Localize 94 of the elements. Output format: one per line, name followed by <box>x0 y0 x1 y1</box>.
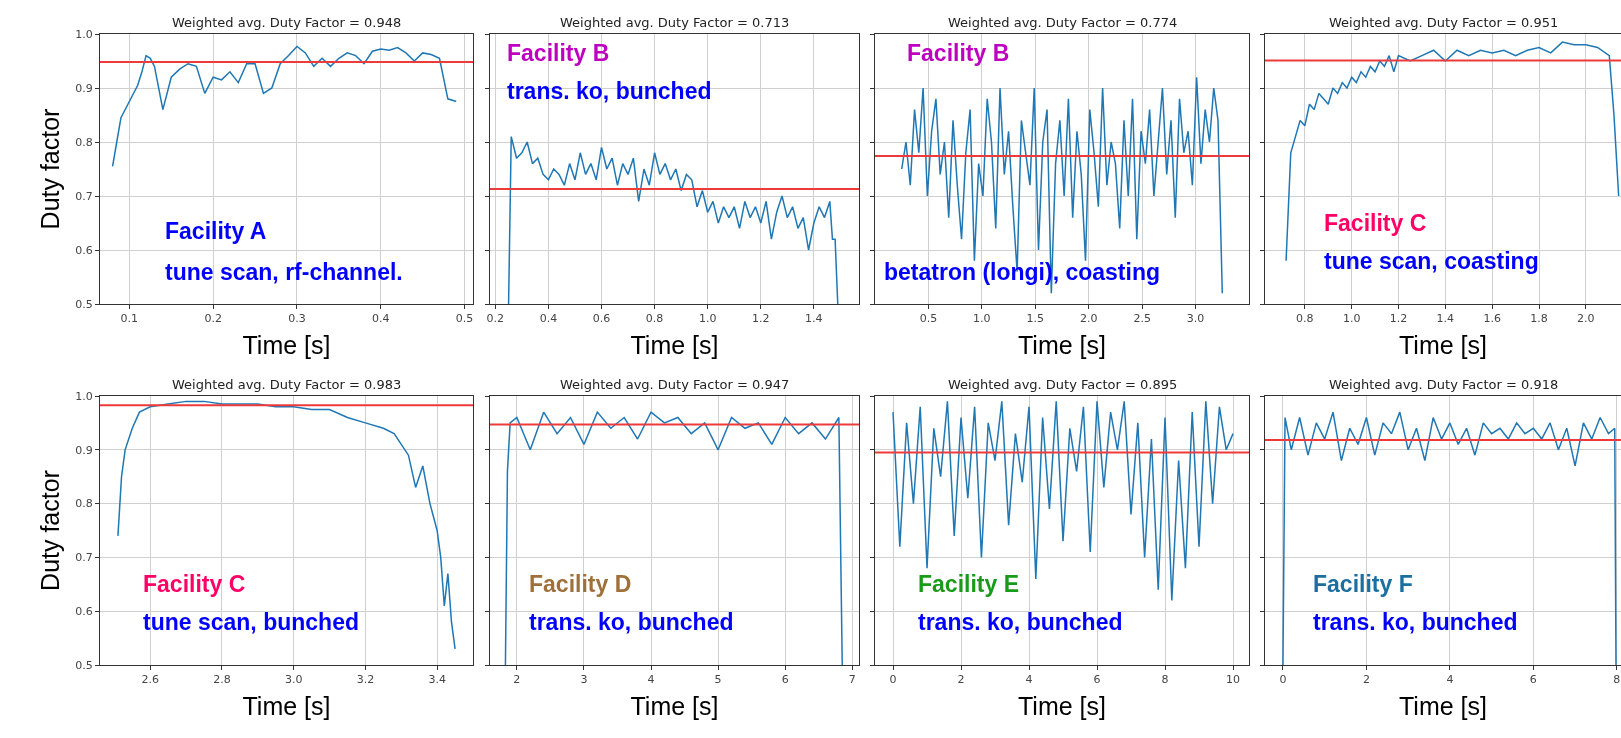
x-tick-label: 10 <box>1226 673 1241 687</box>
y-tick-label: 0.6 <box>75 243 93 257</box>
x-tick-label: 8 <box>1613 673 1621 687</box>
annotation: trans. ko, bunched <box>918 609 1123 635</box>
annotation: Facility A <box>165 218 267 244</box>
chart-title: Weighted avg. Duty Factor = 0.951 <box>1329 15 1559 30</box>
x-tick-label: 1.8 <box>1530 312 1548 326</box>
x-tick-label: 2.0 <box>1577 312 1595 326</box>
x-tick-label: 0.6 <box>592 312 611 326</box>
x-tick-label: 0.8 <box>1296 312 1314 326</box>
x-tick-label: 3.0 <box>1186 312 1205 326</box>
x-tick-label: 2.6 <box>141 673 159 687</box>
y-tick-label: 1.0 <box>75 27 93 41</box>
x-tick-label: 0.4 <box>372 312 390 326</box>
x-tick-label: 1.5 <box>1026 312 1045 326</box>
x-tick-label: 0.8 <box>645 312 664 326</box>
x-axis-title: Time [s] <box>1018 692 1106 721</box>
annotation: trans. ko, bunched <box>1313 609 1518 635</box>
x-tick-label: 2.5 <box>1133 312 1151 326</box>
annotation: trans. ko, bunched <box>507 78 712 104</box>
x-tick-label: 0.4 <box>539 312 558 326</box>
y-tick-label: 1.0 <box>75 389 93 403</box>
chart-title: Weighted avg. Duty Factor = 0.713 <box>560 15 790 30</box>
x-tick-label: 3 <box>580 673 588 687</box>
x-tick-label: 2 <box>513 673 521 687</box>
y-axis-title: Duty factor <box>36 470 65 591</box>
x-tick-label: 2 <box>1362 673 1370 687</box>
x-tick-label: 6 <box>781 673 789 687</box>
annotation: Facility F <box>1313 571 1413 597</box>
y-tick-label: 0.5 <box>75 658 93 672</box>
y-tick-label: 0.7 <box>75 551 93 565</box>
x-tick-label: 1.0 <box>973 312 991 326</box>
chart-title: Weighted avg. Duty Factor = 0.918 <box>1329 377 1559 392</box>
x-tick-label: 1.0 <box>1342 312 1361 326</box>
line-series <box>117 400 456 650</box>
y-tick-label: 0.8 <box>75 497 93 511</box>
x-tick-label: 3.0 <box>284 673 303 687</box>
x-tick-label: 0 <box>1279 673 1287 687</box>
x-axis-title: Time [s] <box>1399 692 1487 721</box>
chart-title: Weighted avg. Duty Factor = 0.948 <box>172 15 402 30</box>
x-tick-label: 7 <box>848 673 856 687</box>
x-tick-label: 1.6 <box>1483 312 1501 326</box>
x-axis-title: Time [s] <box>242 692 331 721</box>
x-tick-label: 0.2 <box>204 312 222 326</box>
x-tick-label: 2 <box>957 673 965 687</box>
x-tick-label: 3.2 <box>356 673 375 687</box>
chart-title: Weighted avg. Duty Factor = 0.947 <box>560 377 790 392</box>
x-tick-label: 6 <box>1529 673 1537 687</box>
annotation: trans. ko, bunched <box>529 609 734 635</box>
y-axis-title: Duty factor <box>36 108 65 230</box>
x-tick-label: 0.5 <box>455 312 474 326</box>
x-tick-label: 3.4 <box>428 673 446 687</box>
annotation: Facility C <box>1324 210 1427 236</box>
x-tick-label: 8 <box>1161 673 1169 687</box>
x-tick-label: 1.2 <box>752 312 770 326</box>
x-tick-label: 0.3 <box>288 312 306 326</box>
chart-title: Weighted avg. Duty Factor = 0.895 <box>948 377 1178 392</box>
x-tick-label: 0.5 <box>919 312 938 326</box>
annotation: tune scan, coasting <box>1324 248 1539 274</box>
x-tick-label: 1.4 <box>805 312 823 326</box>
y-tick-label: 0.8 <box>75 135 93 149</box>
chart-title: Weighted avg. Duty Factor = 0.774 <box>948 15 1178 30</box>
annotation: Facility D <box>529 571 632 597</box>
x-tick-label: 2.8 <box>213 673 231 687</box>
annotation: Facility C <box>143 571 246 597</box>
chart-title: Weighted avg. Duty Factor = 0.983 <box>172 377 402 392</box>
x-axis-title: Time [s] <box>1018 331 1106 360</box>
y-tick-label: 0.9 <box>75 443 93 457</box>
x-tick-label: 4 <box>647 673 655 687</box>
x-tick-label: 4 <box>1025 673 1033 687</box>
x-tick-label: 5 <box>714 673 722 687</box>
line-series <box>111 45 457 168</box>
x-tick-label: 1.0 <box>698 312 717 326</box>
y-tick-label: 0.7 <box>75 189 93 203</box>
x-tick-label: 0.2 <box>486 312 505 326</box>
annotation: Facility E <box>918 571 1019 597</box>
annotation: tune scan, bunched <box>143 609 359 635</box>
x-tick-label: 1.2 <box>1389 312 1408 326</box>
y-tick-label: 0.6 <box>75 605 93 619</box>
annotation: Facility B <box>507 40 610 66</box>
y-tick-label: 0.9 <box>75 81 93 95</box>
y-tick-label: 0.5 <box>75 297 93 311</box>
x-axis-title: Time [s] <box>1399 331 1487 360</box>
x-tick-label: 1.4 <box>1436 312 1455 326</box>
x-tick-label: 6 <box>1093 673 1101 687</box>
x-axis-title: Time [s] <box>630 692 719 721</box>
x-tick-label: 4 <box>1446 673 1454 687</box>
x-axis-title: Time [s] <box>242 331 331 360</box>
x-tick-label: 2.0 <box>1079 312 1098 326</box>
x-axis-title: Time [s] <box>630 331 719 360</box>
x-tick-label: 0.1 <box>120 312 139 326</box>
annotation: Facility B <box>907 40 1010 66</box>
annotation: tune scan, rf-channel. <box>165 259 403 285</box>
x-tick-label: 0 <box>889 673 897 687</box>
